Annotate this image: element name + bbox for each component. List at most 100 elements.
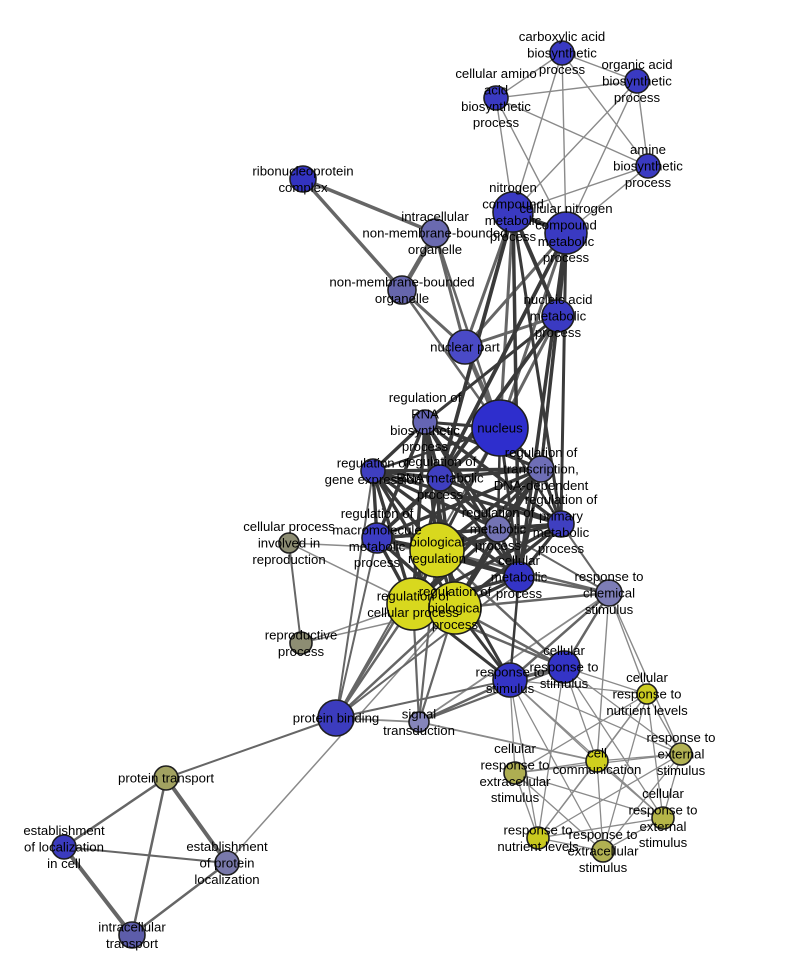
label-cellular-response-to-external-stimulus: cellular response to external stimulus [629, 786, 698, 850]
node-nucleic-acid-metabolic-process[interactable] [541, 299, 575, 333]
edge-crs-bioreg [435, 548, 566, 669]
edge-cc-crex [514, 760, 598, 774]
edge-res-rexl [602, 753, 682, 852]
node-cellular-metabolic-process[interactable] [503, 561, 535, 593]
edge-ribo-intranmb [301, 177, 437, 235]
edge-org-cellnitro [565, 80, 638, 234]
edge-pb-regmacro [335, 537, 378, 719]
node-regulation-of-gene-expression[interactable] [360, 458, 386, 484]
node-cellular-response-to-extracellular-stimulus[interactable] [503, 761, 527, 785]
label-regulation-of-transcription-dna-dependent: regulation of transcription, DNA-dependent [494, 445, 589, 493]
edge-cellnitro-cellmet [517, 231, 568, 579]
node-regulation-of-rna-biosynthetic-process[interactable] [412, 409, 438, 435]
node-cellular-amino-acid-biosynthetic-process[interactable] [483, 85, 509, 111]
node-protein-transport[interactable] [153, 765, 179, 791]
node-signal-transduction[interactable] [408, 711, 430, 733]
edge-cellamino-amine [495, 97, 649, 167]
node-intracellular-non-membrane-bounded-organelle[interactable] [420, 218, 450, 248]
edge-rs-pb [335, 679, 511, 719]
node-cellular-response-to-external-stimulus[interactable] [651, 806, 675, 830]
node-response-to-nutrient-levels[interactable] [526, 826, 550, 850]
label-response-to-extracellular-stimulus: response to extracellular stimulus [567, 827, 639, 875]
node-regulation-of-metabolic-process[interactable] [484, 515, 512, 543]
label-cellular-response-to-nutrient-levels: cellular response to nutrient levels [606, 670, 688, 718]
edge-rs-crn [509, 679, 648, 695]
node-regulation-of-primary-metabolic-process[interactable] [547, 510, 575, 538]
edge-chem-cc [596, 592, 610, 762]
node-response-to-external-stimulus[interactable] [669, 742, 693, 766]
edge-cre-rnl [537, 817, 664, 839]
label-nucleic-acid-metabolic-process: nucleic acid metabolic process [524, 292, 593, 340]
edge-cellnitro-regprimary [559, 231, 568, 526]
node-regulation-of-rna-metabolic-process[interactable] [426, 464, 454, 492]
node-response-to-stimulus[interactable] [492, 662, 528, 698]
node-cellular-process-involved-in-reproduction[interactable] [278, 532, 300, 554]
edge-crex-rexl [514, 772, 604, 852]
node-nuclear-part[interactable] [447, 329, 483, 365]
edge-amine-nitrogen [512, 165, 649, 213]
node-cellular-nitrogen-compound-metabolic-process[interactable] [544, 211, 588, 255]
label-regulation-of-biological-process: regulation of biological process [419, 584, 492, 632]
edge-pb-pt [165, 717, 337, 779]
edge-carb-nitrogen [512, 52, 563, 213]
node-organic-acid-biosynthetic-process[interactable] [624, 68, 650, 94]
label-intracellular-non-membrane-bounded-organelle: intracellular non-membrane-bounded organel… [362, 209, 507, 257]
edge-crs-st [417, 665, 566, 724]
node-protein-binding[interactable] [317, 699, 355, 737]
edge-crs-rnl [537, 666, 565, 839]
node-cell-communication[interactable] [585, 749, 609, 773]
edge-pt-it [130, 776, 168, 937]
node-cellular-response-to-stimulus[interactable] [547, 650, 581, 684]
edge-crn-rexl [602, 693, 648, 852]
label-cellular-metabolic-process: cellular metabolic process [491, 553, 548, 601]
label-nitrogen-compound-metabolic-process: nitrogen compound metabolic process [482, 180, 544, 244]
label-nucleus: nucleus [477, 421, 523, 436]
edge-chem-st [418, 592, 610, 723]
edge-carb-org [561, 52, 638, 82]
edge-regrnamet-cellmet [438, 476, 521, 579]
node-non-membrane-bounded-organelle[interactable] [387, 275, 417, 305]
node-establishment-of-protein-localization[interactable] [214, 850, 240, 876]
node-cellular-response-to-nutrient-levels[interactable] [636, 683, 658, 705]
edge-crs-res [563, 666, 682, 755]
edge-carb-amine [561, 52, 649, 167]
edge-rs-rexl [509, 679, 604, 852]
label-regulation-of-primary-metabolic-process: regulation of primary metabolic process [525, 492, 598, 556]
edge-regrnamet-regprimary [438, 476, 563, 526]
label-response-to-external-stimulus: response to external stimulus [647, 730, 716, 778]
label-non-membrane-bounded-organelle: non-membrane-bounded organelle [329, 274, 474, 305]
edge-elc-epl [63, 846, 228, 864]
edge-ribo-nmb [301, 177, 404, 292]
edge-crn-crex [514, 693, 648, 774]
node-biological-regulation[interactable] [409, 522, 465, 578]
edge-cre-crex [514, 772, 664, 819]
edge-elc-it [62, 845, 134, 937]
label-establishment-of-localization-in-cell: establishment of localization in cell [23, 823, 105, 871]
node-establishment-of-localization-in-cell[interactable] [51, 834, 77, 860]
node-carboxylic-acid-biosynthetic-process[interactable] [549, 40, 575, 66]
edge-reggene-regprimary [371, 469, 563, 526]
edge-cc-rnl [537, 760, 598, 839]
label-regulation-of-macromolecule-metabolic-process: regulation of macromolecule metabolic proce… [332, 506, 421, 570]
label-cellular-response-to-extracellular-stimulus: cellular response to extracellular stimulus [479, 741, 551, 805]
edge-nucleicacid-regrnabio [423, 314, 560, 424]
node-amine-biosynthetic-process[interactable] [635, 153, 661, 179]
node-regulation-of-macromolecule-metabolic-process[interactable] [361, 522, 393, 554]
node-regulation-of-biological-process[interactable] [428, 581, 482, 635]
node-intracellular-transport[interactable] [118, 921, 146, 949]
node-response-to-chemical-stimulus[interactable] [595, 579, 623, 607]
edge-org-amine [636, 80, 649, 167]
label-response-to-stimulus: response to stimulus [476, 664, 545, 695]
edge-cprepro-repro [288, 542, 302, 644]
edge-crs-cre [563, 666, 664, 819]
edge-cc-st [418, 721, 598, 762]
node-ribonucleoprotein-complex[interactable] [289, 165, 317, 193]
label-cell-communication: cell communication [553, 745, 642, 776]
edge-pt-epl [164, 776, 229, 865]
node-reproductive-process[interactable] [289, 631, 313, 655]
node-regulation-of-transcription-dna-dependent[interactable] [527, 455, 555, 483]
node-response-to-extracellular-stimulus[interactable] [591, 839, 615, 863]
node-nucleus[interactable] [471, 399, 529, 457]
node-nitrogen-compound-metabolic-process[interactable] [492, 191, 534, 233]
